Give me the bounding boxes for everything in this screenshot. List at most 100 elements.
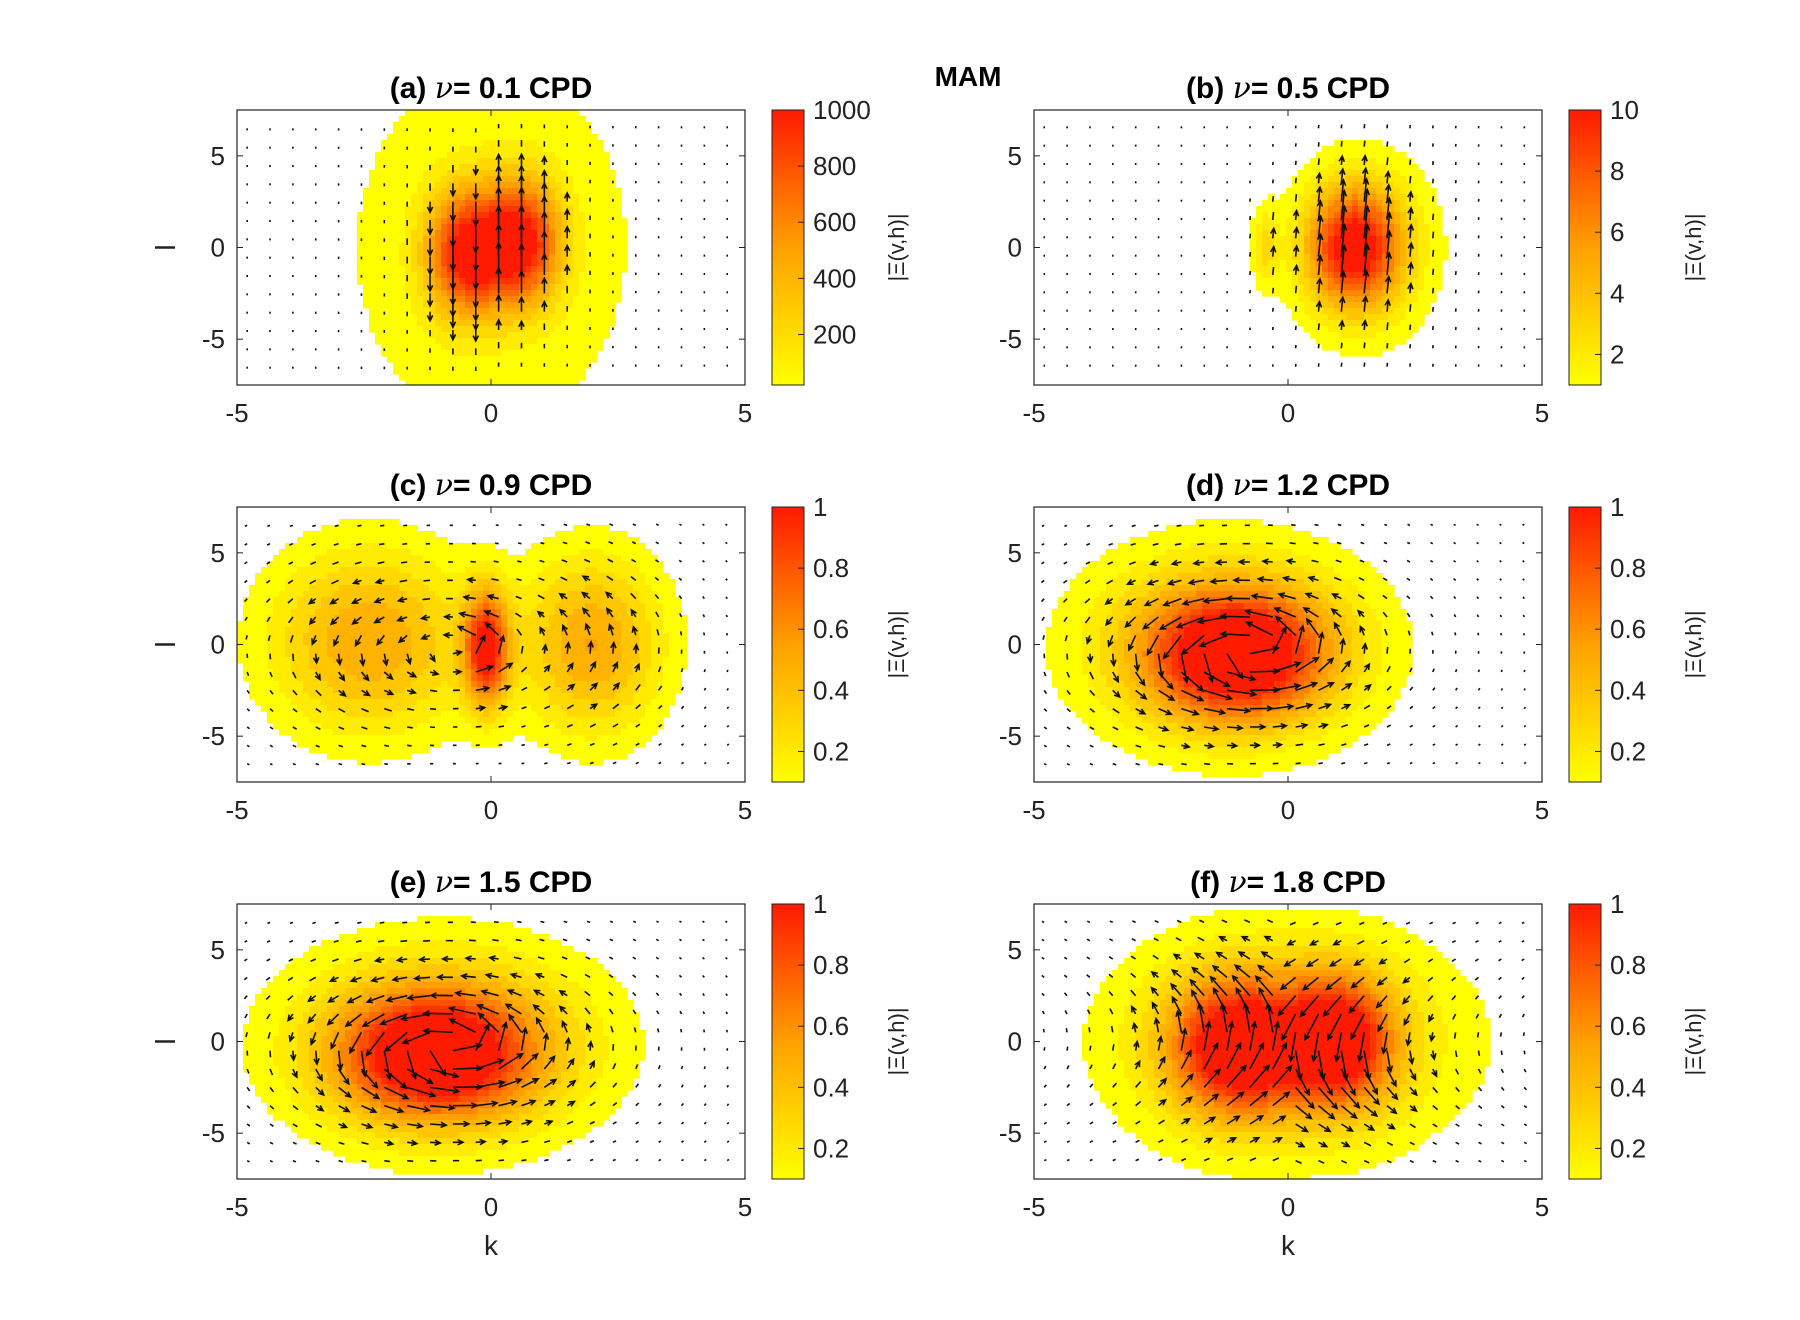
heatmap-cell <box>579 152 586 159</box>
heatmap-cell <box>495 573 502 580</box>
heatmap-cell <box>291 615 298 622</box>
heatmap-cell <box>345 579 352 586</box>
heatmap-cell <box>279 567 286 574</box>
heatmap-cell <box>453 320 460 327</box>
heatmap-cell <box>561 170 568 177</box>
heatmap-cell <box>393 663 400 670</box>
heatmap-cell <box>501 344 508 351</box>
heatmap-cell <box>1346 326 1353 333</box>
heatmap-cell <box>561 206 568 213</box>
heatmap-cell <box>525 308 532 315</box>
heatmap-cell <box>435 176 442 183</box>
heatmap-cell <box>399 224 406 231</box>
heatmap-cell <box>393 284 400 291</box>
heatmap-cell <box>375 332 382 339</box>
heatmap-cell <box>591 332 598 339</box>
heatmap-cell <box>327 633 334 640</box>
heatmap-cell <box>1400 278 1407 285</box>
heatmap-cell <box>573 326 580 333</box>
heatmap-cell <box>531 212 538 219</box>
heatmap-cell <box>537 242 544 249</box>
heatmap-cell <box>483 158 490 165</box>
heatmap-cell <box>585 549 592 556</box>
heatmap-cell <box>549 236 556 243</box>
heatmap-cell <box>459 170 466 177</box>
heatmap-cell <box>1340 350 1347 357</box>
heatmap-cell <box>603 621 610 628</box>
heatmap-cell <box>1412 320 1419 327</box>
vector-arrow <box>518 295 525 312</box>
heatmap-cell <box>561 248 568 255</box>
heatmap-cell <box>627 663 634 670</box>
heatmap-cell <box>591 579 598 586</box>
heatmap-cell <box>387 188 394 195</box>
heatmap-cell <box>411 200 418 207</box>
heatmap-cell <box>423 380 430 385</box>
heatmap-cell <box>459 368 466 375</box>
heatmap-cell <box>531 663 538 670</box>
heatmap-cell <box>1364 140 1371 147</box>
heatmap-cell <box>393 128 400 135</box>
heatmap-cell <box>549 585 556 592</box>
heatmap-cell <box>417 362 424 369</box>
heatmap-cell <box>1400 296 1407 303</box>
heatmap-cell <box>561 663 568 670</box>
heatmap-cell <box>549 158 556 165</box>
heatmap-cell <box>603 657 610 664</box>
heatmap-cell <box>465 200 472 207</box>
heatmap-cell <box>615 218 622 225</box>
heatmap-cell <box>1418 248 1425 255</box>
heatmap-cell <box>519 651 526 658</box>
heatmap-cell <box>387 278 394 285</box>
heatmap-cell <box>579 555 586 562</box>
heatmap-cell <box>459 657 466 664</box>
heatmap-cell <box>291 555 298 562</box>
vector-arrow <box>1294 194 1298 202</box>
heatmap-cell <box>675 663 682 670</box>
heatmap-cell <box>513 561 520 568</box>
heatmap-cell <box>477 332 484 339</box>
heatmap-cell <box>603 170 610 177</box>
heatmap-cell <box>447 140 454 147</box>
x-tick-label: 5 <box>1535 398 1549 428</box>
heatmap-cell <box>555 645 562 652</box>
heatmap-cell <box>585 122 592 129</box>
heatmap-cell <box>555 266 562 273</box>
heatmap-cell <box>447 591 454 598</box>
heatmap-cell <box>1370 308 1377 315</box>
heatmap-cell <box>1406 176 1413 183</box>
heatmap-cell <box>1346 248 1353 255</box>
heatmap-cell <box>567 362 574 369</box>
heatmap-cell <box>1304 284 1311 291</box>
heatmap-cell <box>561 182 568 189</box>
heatmap-cell <box>369 182 376 189</box>
heatmap-cell <box>345 543 352 550</box>
heatmap-cell <box>1358 146 1365 153</box>
heatmap-cell <box>573 615 580 622</box>
heatmap-cell <box>447 374 454 381</box>
heatmap-cell <box>1250 248 1257 255</box>
heatmap-cell <box>411 206 418 213</box>
heatmap-cell <box>627 537 634 544</box>
heatmap-cell <box>555 537 562 544</box>
heatmap-cell <box>411 296 418 303</box>
heatmap-cell <box>1292 218 1299 225</box>
heatmap-cell <box>513 134 520 141</box>
heatmap-cell <box>447 362 454 369</box>
heatmap-cell <box>597 146 604 153</box>
heatmap-cell <box>501 254 508 261</box>
heatmap-cell <box>471 200 478 207</box>
heatmap-cell <box>495 356 502 363</box>
heatmap-cell <box>423 188 430 195</box>
heatmap-cell <box>477 663 484 670</box>
heatmap-cell <box>645 573 652 580</box>
heatmap-cell <box>477 188 484 195</box>
heatmap-cell <box>363 537 370 544</box>
heatmap-cell <box>555 170 562 177</box>
heatmap-cell <box>1322 194 1329 201</box>
vector-arrow <box>495 293 502 312</box>
heatmap-cell <box>405 627 412 634</box>
heatmap-cell <box>1310 308 1317 315</box>
heatmap-cell <box>537 188 544 195</box>
